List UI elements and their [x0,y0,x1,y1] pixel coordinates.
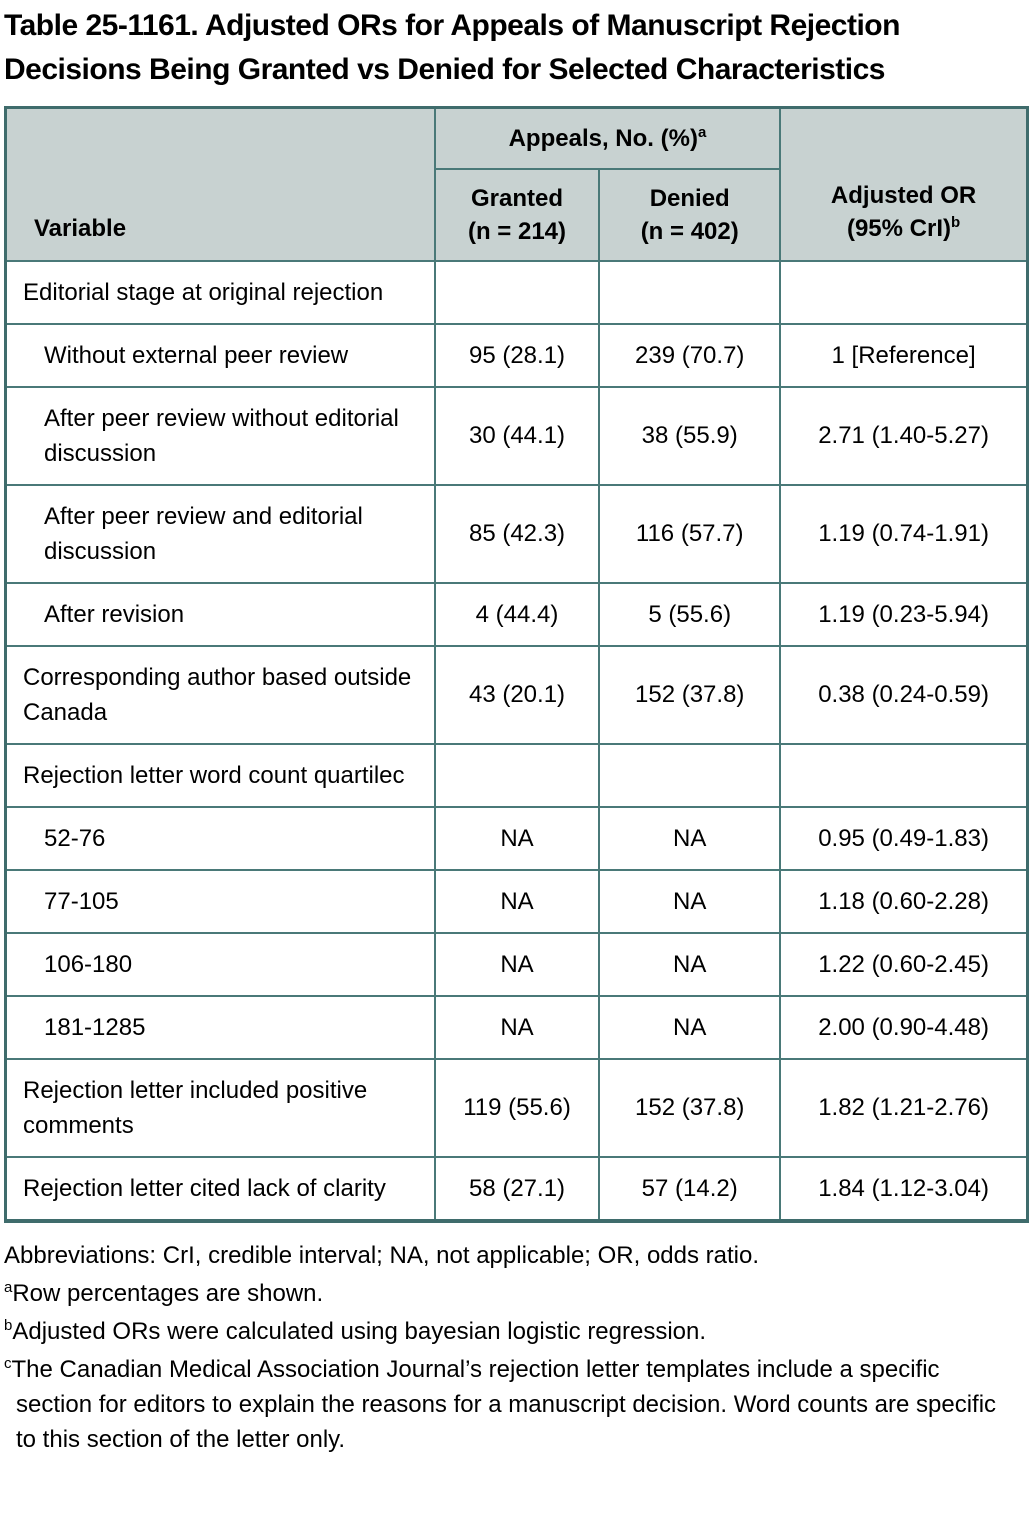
column-header-appeals-group: Appeals, No. (%)a [433,106,782,170]
adjusted-or-cell [779,259,1029,325]
table-row: Rejection letter word count quartilec [4,742,1029,808]
variable-cell: Rejection letter word count quartilec [4,742,436,808]
table-body: Editorial stage at original rejection Wit… [4,259,1029,1222]
column-header-adjusted-or: Adjusted OR (95% CrI)b [779,106,1029,262]
granted-cell: 119 (55.6) [433,1057,601,1158]
table-row: After peer review and editorial discussi… [4,483,1029,584]
footnote-b-marker: b [4,1316,13,1334]
variable-cell: 106-180 [4,931,436,997]
granted-cell: 85 (42.3) [433,483,601,584]
footnote-c-text: The Canadian Medical Association Journal… [11,1355,997,1453]
adjusted-or-cell: 1.19 (0.74-1.91) [779,483,1029,584]
adjusted-or-cell [779,742,1029,808]
adjusted-or-cell: 1.84 (1.12-3.04) [779,1155,1029,1222]
granted-cell: 58 (27.1) [433,1155,601,1222]
column-header-granted: Granted (n = 214) [433,167,601,262]
table-row: Editorial stage at original rejection [4,259,1029,325]
granted-cell: NA [433,931,601,997]
variable-cell: Corresponding author based outside Canad… [4,644,436,745]
variable-cell: Editorial stage at original rejection [4,259,436,325]
appeals-group-label: Appeals, No. (%) [508,124,698,152]
footnote-a-marker: a [4,1278,13,1296]
denied-cell: NA [598,868,782,934]
table-row: 52-76 NA NA 0.95 (0.49-1.83) [4,805,1029,871]
table-row: 106-180 NA NA 1.22 (0.60-2.45) [4,931,1029,997]
table-row: After peer review without editorial disc… [4,385,1029,486]
footnote-abbreviations: Abbreviations: CrI, credible interval; N… [4,1241,760,1269]
granted-cell [433,259,601,325]
denied-cell: 116 (57.7) [598,483,782,584]
table-row: 77-105 NA NA 1.18 (0.60-2.28) [4,868,1029,934]
footnote-marker-b: b [951,213,961,231]
data-table: Variable Appeals, No. (%)a Adjusted OR (… [4,106,1029,1223]
denied-cell [598,742,782,808]
granted-cell: NA [433,868,601,934]
variable-cell: 181-1285 [4,994,436,1060]
denied-cell: NA [598,805,782,871]
footnote-a: aRow percentages are shown. [4,1276,1019,1311]
granted-cell: 43 (20.1) [433,644,601,745]
footnote-b: bAdjusted ORs were calculated using baye… [4,1314,1019,1349]
footnote-b-text: Adjusted ORs were calculated using bayes… [12,1317,707,1345]
variable-cell: After peer review and editorial discussi… [4,483,436,584]
denied-cell: 239 (70.7) [598,322,782,388]
granted-cell: 4 (44.4) [433,581,601,647]
table-row: Without external peer review 95 (28.1) 239… [4,322,1029,388]
denied-cell [598,259,782,325]
footnote-c-marker: c [4,1354,12,1372]
denied-cell: 57 (14.2) [598,1155,782,1222]
denied-cell: NA [598,931,782,997]
variable-cell: 77-105 [4,868,436,934]
denied-cell: 152 (37.8) [598,1057,782,1158]
variable-cell: Rejection letter included positive comme… [4,1057,436,1158]
table-row: Rejection letter cited lack of clarity 58… [4,1155,1029,1222]
variable-cell: 52-76 [4,805,436,871]
variable-cell: After peer review without editorial disc… [4,385,436,486]
adjusted-or-cell: 1.18 (0.60-2.28) [779,868,1029,934]
granted-cell: NA [433,805,601,871]
variable-cell: After revision [4,581,436,647]
adjusted-or-cell: 0.38 (0.24-0.59) [779,644,1029,745]
denied-label: Denied (n = 402) [640,184,739,245]
adjusted-or-cell: 1 [Reference] [779,322,1029,388]
denied-cell: 152 (37.8) [598,644,782,745]
table-title: Table 25-1161. Adjusted ORs for Appeals … [4,9,900,86]
header-row-sub: Granted (n = 214) Denied (n = 402) [6,167,1028,262]
table-row: Corresponding author based outside Canad… [4,644,1029,745]
denied-cell: 38 (55.9) [598,385,782,486]
granted-cell [433,742,601,808]
variable-cell: Rejection letter cited lack of clarity [4,1155,436,1222]
table-row: After revision 4 (44.4) 5 (55.6) 1.19 (0.23… [4,581,1029,647]
adjusted-or-label: Adjusted OR (95% CrI) [830,181,977,242]
denied-cell: NA [598,994,782,1060]
table-row: Rejection letter included positive comme… [4,1057,1029,1158]
granted-cell: 95 (28.1) [433,322,601,388]
column-header-denied: Denied (n = 402) [598,167,782,262]
adjusted-or-cell: 2.00 (0.90-4.48) [779,994,1029,1060]
footnotes: Abbreviations: CrI, credible interval; N… [4,1238,1019,1457]
column-header-variable: Variable [4,106,436,262]
adjusted-or-cell: 0.95 (0.49-1.83) [779,805,1029,871]
adjusted-or-cell: 1.82 (1.21-2.76) [779,1057,1029,1158]
table-header: Variable Appeals, No. (%)a Adjusted OR (… [4,106,1029,262]
footnote-marker-a: a [697,123,707,141]
footnote-a-text: Row percentages are shown. [12,1279,324,1307]
adjusted-or-cell: 2.71 (1.40-5.27) [779,385,1029,486]
footnote-c: cThe Canadian Medical Association Journa… [4,1352,1019,1457]
granted-cell: 30 (44.1) [433,385,601,486]
variable-cell: Without external peer review [4,322,436,388]
granted-label: Granted (n = 214) [467,184,567,245]
adjusted-or-cell: 1.22 (0.60-2.45) [779,931,1029,997]
header-row-group: Variable Appeals, No. (%)a Adjusted OR (… [4,106,1029,262]
denied-cell: 5 (55.6) [598,581,782,647]
table-row: 181-1285 NA NA 2.00 (0.90-4.48) [4,994,1029,1060]
granted-cell: NA [433,994,601,1060]
adjusted-or-cell: 1.19 (0.23-5.94) [779,581,1029,647]
